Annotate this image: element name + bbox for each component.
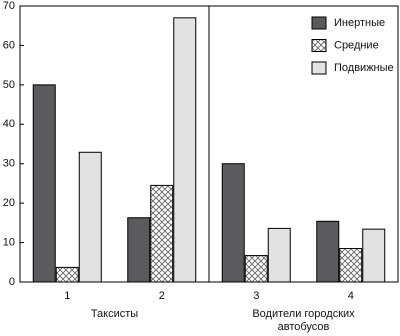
bar — [244, 255, 268, 283]
legend-swatch — [311, 39, 327, 52]
x-tick-label: 1 — [64, 290, 70, 302]
bar — [55, 266, 79, 283]
y-tick-label: 20 — [3, 197, 15, 209]
y-tick-label: 30 — [3, 158, 15, 170]
bar — [127, 217, 151, 283]
y-tick-label: 0 — [9, 276, 15, 288]
group-label: Таксисты — [91, 308, 138, 320]
bar — [221, 163, 245, 283]
legend-label: Средние — [334, 39, 379, 51]
plot-frame — [19, 5, 399, 283]
x-tick-label: 4 — [348, 290, 354, 302]
x-tick-label: 3 — [253, 290, 259, 302]
y-tick-label: 10 — [3, 236, 15, 248]
bar — [32, 84, 56, 283]
bar — [316, 220, 340, 283]
legend-label: Инертные — [334, 17, 385, 29]
group-label: автобусов — [278, 321, 330, 333]
bar — [362, 228, 386, 283]
y-tick-label: 50 — [3, 79, 15, 91]
x-tick-label: 2 — [159, 290, 165, 302]
bar — [267, 227, 291, 283]
bar — [150, 184, 174, 283]
y-tick-label: 60 — [3, 39, 15, 51]
group-label: Водители городских — [252, 308, 355, 320]
bar — [173, 17, 197, 283]
legend-label: Подвижные — [334, 62, 394, 74]
legend-swatch — [311, 16, 327, 30]
legend-swatch — [311, 61, 327, 75]
y-tick-label: 40 — [3, 118, 15, 130]
bar — [78, 151, 102, 283]
bar — [339, 247, 363, 283]
y-tick-label: 70 — [3, 0, 15, 12]
